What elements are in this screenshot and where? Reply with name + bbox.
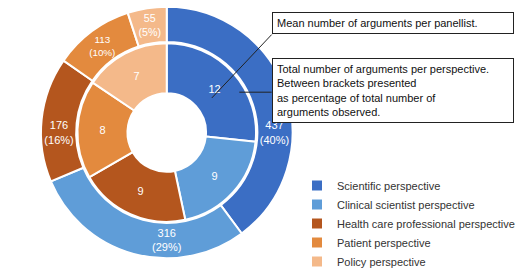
svg-text:316(29%): 316(29%) <box>152 227 181 253</box>
svg-text:Mean number of arguments per p: Mean number of arguments per panellist. <box>277 17 478 29</box>
svg-text:437(40%): 437(40%) <box>260 119 289 145</box>
svg-text:7: 7 <box>133 70 139 82</box>
svg-text:Patient perspective: Patient perspective <box>337 237 431 249</box>
svg-text:Total number of arguments per: Total number of arguments per perspectiv… <box>277 63 489 118</box>
svg-text:12: 12 <box>208 83 220 95</box>
svg-text:8: 8 <box>99 124 105 136</box>
svg-text:Scientific perspective: Scientific perspective <box>337 180 440 192</box>
svg-text:55(5%): 55(5%) <box>138 12 161 38</box>
svg-text:176(16%): 176(16%) <box>44 119 73 145</box>
svg-text:113(10%): 113(10%) <box>89 34 115 58</box>
svg-text:Policy perspective: Policy perspective <box>337 256 426 268</box>
svg-text:Health care professional persp: Health care professional perspective <box>337 218 515 230</box>
svg-text:Clinical scientist perspective: Clinical scientist perspective <box>337 199 475 211</box>
svg-text:9: 9 <box>211 170 217 182</box>
svg-text:9: 9 <box>138 185 144 197</box>
